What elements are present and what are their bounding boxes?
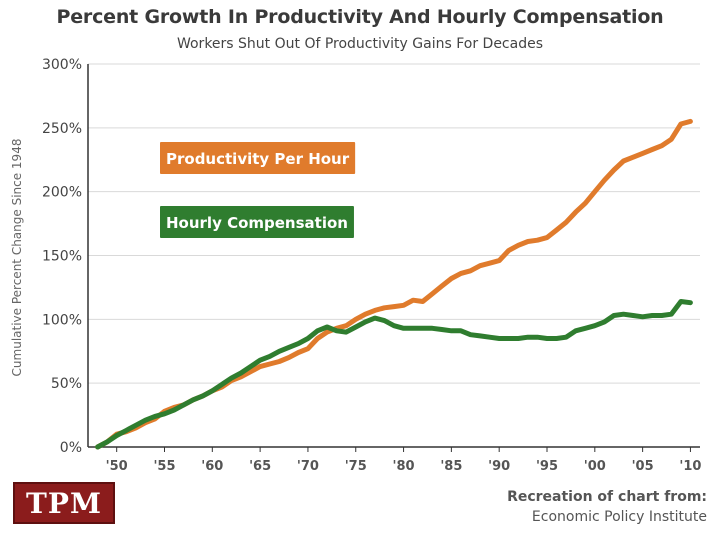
legend-label: Hourly Compensation bbox=[166, 214, 348, 232]
x-tick-label: '80 bbox=[393, 459, 415, 474]
legend-swatch bbox=[160, 206, 354, 238]
x-tick-label: '50 bbox=[106, 459, 128, 474]
source-line-2: Economic Policy Institute bbox=[531, 509, 707, 525]
y-axis-label: Cumulative Percent Change Since 1948 bbox=[10, 139, 24, 377]
y-tick-label: 250% bbox=[42, 121, 82, 137]
x-tick-label: '85 bbox=[440, 459, 462, 474]
legend-label: Productivity Per Hour bbox=[166, 150, 350, 168]
x-tick-label: '90 bbox=[488, 459, 510, 474]
legend-swatch bbox=[160, 142, 356, 174]
y-tick-label: 100% bbox=[42, 312, 82, 328]
x-tick-label: '05 bbox=[632, 459, 654, 474]
chart-title: Percent Growth In Productivity And Hourl… bbox=[56, 6, 664, 28]
tpm-logo: TPM bbox=[13, 482, 115, 524]
source-line-1: Recreation of chart from: bbox=[507, 489, 707, 505]
y-tick-label: 150% bbox=[42, 249, 82, 265]
compensation-line bbox=[95, 299, 693, 450]
x-tick-label: '60 bbox=[201, 459, 223, 474]
y-tick-label: 300% bbox=[42, 57, 82, 73]
chart-subtitle: Workers Shut Out Of Productivity Gains F… bbox=[176, 36, 544, 52]
x-tick-label: '55 bbox=[153, 459, 175, 474]
x-tick-label: '65 bbox=[249, 459, 271, 474]
y-tick-label: 50% bbox=[51, 376, 82, 392]
y-tick-label: 0% bbox=[60, 440, 82, 456]
x-tick-label: '00 bbox=[584, 459, 606, 474]
y-tick-label: 200% bbox=[42, 185, 82, 201]
x-tick-label: '95 bbox=[536, 459, 558, 474]
x-tick-label: '75 bbox=[345, 459, 367, 474]
x-tick-label: '70 bbox=[297, 459, 319, 474]
x-tick-label: '10 bbox=[679, 459, 701, 474]
logo-text: TPM bbox=[26, 486, 102, 520]
